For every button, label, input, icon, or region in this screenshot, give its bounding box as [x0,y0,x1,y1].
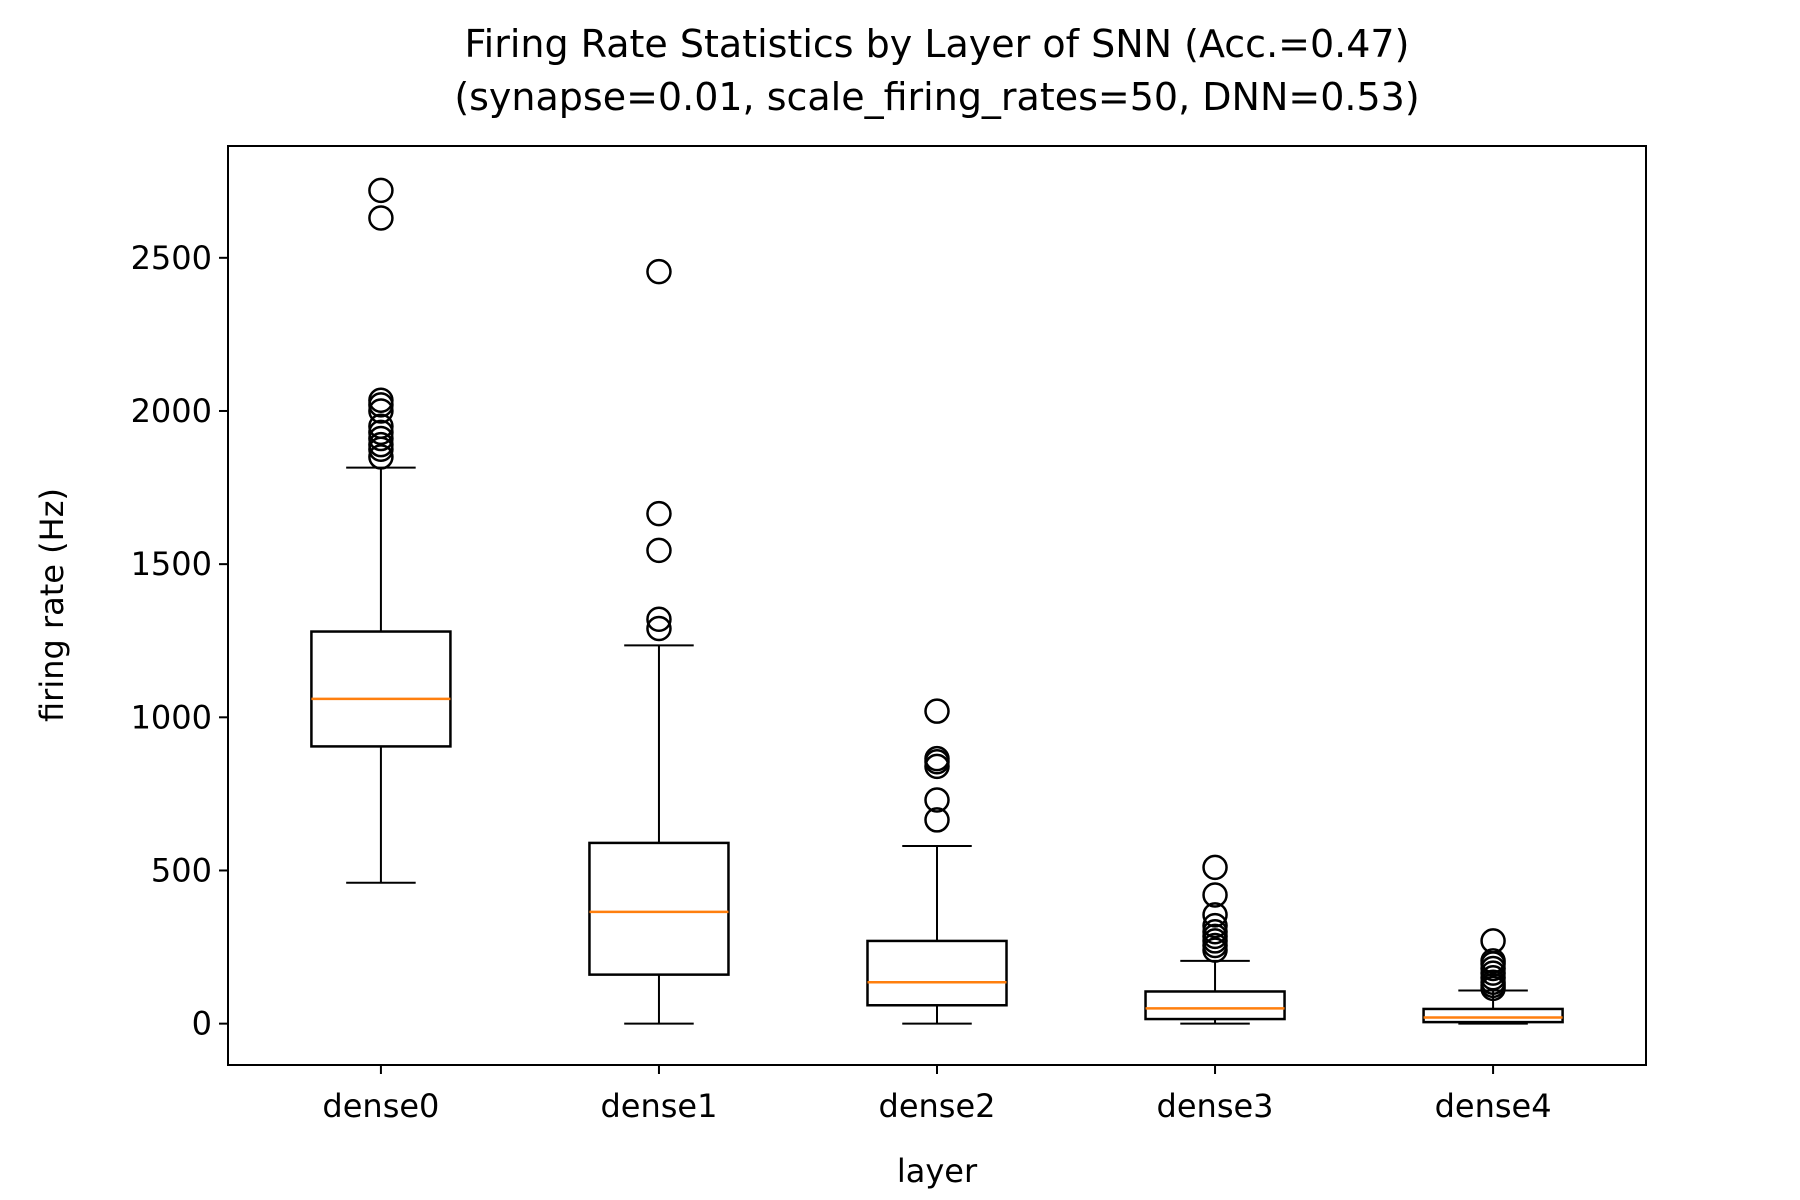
x-axis-label: layer [897,1152,978,1190]
outlier-point [646,537,672,564]
y-axis: 0 500 1000 1500 2000 2500 [131,239,228,1043]
y-tick-label: 500 [151,851,212,889]
x-tick-label: dense2 [879,1087,996,1125]
outlier-point [1202,854,1228,881]
outlier-point [1202,882,1228,908]
box-dense3 [1144,854,1286,1025]
outlier-point [646,258,672,285]
outlier-point [1202,918,1228,945]
outlier-point [368,205,394,231]
outlier-point [646,500,672,527]
box-dense1 [588,258,730,1025]
y-tick-label: 1500 [131,545,212,583]
x-tick-label: dense4 [1435,1087,1552,1125]
outlier-point [1202,902,1228,928]
outlier-point [368,444,394,470]
iqr-box [1422,1007,1564,1024]
outlier-point [1480,948,1506,974]
x-tick-label: dense0 [322,1087,439,1125]
chart-title-line1: Firing Rate Statistics by Layer of SNN (… [465,22,1410,66]
iqr-box [588,841,730,976]
box-dense4 [1422,928,1564,1025]
x-axis: dense0 dense1 dense2 dense3 dense4 [322,1065,1552,1125]
x-tick-label: dense1 [600,1087,717,1125]
outlier-point [924,787,950,813]
outlier-point [1202,912,1228,939]
y-tick-label: 0 [192,1005,212,1043]
outlier-point [646,606,672,633]
outlier-point [368,431,394,458]
y-tick-label: 1000 [131,698,212,736]
iqr-box [866,939,1008,1007]
outlier-point [368,398,394,424]
iqr-box [310,630,452,748]
x-tick-label: dense3 [1157,1087,1274,1125]
y-axis-label: firing rate (Hz) [33,488,71,722]
outlier-point [1480,928,1506,954]
box-dense2 [866,698,1008,1025]
outlier-point [368,425,394,452]
chart-title-line2: (synapse=0.01, scale_firing_rates=50, DN… [454,75,1419,119]
outlier-point [924,807,950,833]
outlier-point [368,177,394,204]
plot-area [310,177,1564,1025]
iqr-box [1144,990,1286,1021]
y-tick-label: 2500 [131,239,212,277]
outlier-point [368,419,394,446]
box-dense0 [310,177,452,884]
outlier-point [924,698,950,724]
outlier-point [646,615,672,642]
outlier-point [924,745,950,772]
outlier-point [368,387,394,414]
y-tick-label: 2000 [131,392,212,430]
outlier-point [368,413,394,440]
